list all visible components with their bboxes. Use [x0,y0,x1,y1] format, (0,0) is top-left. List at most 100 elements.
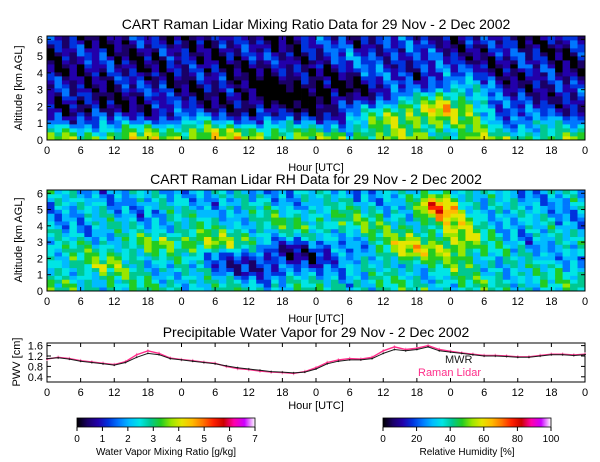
heatmap-cell [129,52,138,57]
heatmap-cell [487,228,496,234]
heatmap-cell [472,76,481,81]
heatmap-cell [465,283,474,288]
heatmap-cell [472,228,481,234]
heatmap-cell [443,80,451,85]
heatmap-cell [450,240,459,245]
heatmap-cell [263,224,272,230]
heatmap-cell [457,197,466,203]
heatmap-cell [457,104,466,109]
heatmap-cell [353,259,362,265]
heatmap-cell [47,64,55,69]
heatmap-cell [174,224,182,230]
heatmap-cell [562,96,571,101]
heatmap-cell [308,213,317,218]
heatmap-cell [151,256,160,261]
heatmap-cell [405,136,414,140]
heatmap-cell [196,209,205,214]
heatmap-cell [495,252,504,257]
heatmap-cell [383,279,392,284]
heatmap-cell [368,201,377,206]
x-tick-label: 12 [108,145,120,157]
heatmap-cell [308,201,317,206]
heatmap-cell [390,224,399,230]
heatmap-cell [330,252,339,257]
heatmap-cell [540,104,549,109]
heatmap-cell [330,267,339,272]
mixing-ratio-xlabel: Hour [UTC] [288,162,344,174]
heatmap-cell [525,36,534,41]
heatmap-cell [353,44,362,49]
heatmap-cell [457,205,466,210]
heatmap-cell [375,124,384,129]
heatmap-cell [532,48,541,53]
heatmap-cell [114,221,123,226]
heatmap-cell [450,44,459,49]
pwv-panel: Precipitable Water Vapor for 29 Nov - 2 … [11,324,588,412]
heatmap-cell [76,60,85,65]
heatmap-cell [256,104,265,109]
heatmap-cell [555,40,563,45]
heatmap-cell [383,116,392,121]
heatmap-cell [510,221,519,226]
heatmap-cell [263,116,272,121]
heatmap-cell [233,267,242,272]
heatmap-cell [480,72,489,77]
heatmap-cell [166,217,175,222]
heatmap-cell [129,259,138,265]
heatmap-cell [106,36,115,41]
heatmap-cell [353,232,362,238]
heatmap-cell [555,132,563,137]
heatmap-cell [480,100,489,105]
pwv-point [337,360,340,363]
heatmap-cell [502,128,511,133]
heatmap-cell [316,197,324,203]
pwv-point [281,371,284,374]
heatmap-cell [368,64,377,69]
heatmap-cell [465,36,474,41]
heatmap-cell [144,132,153,137]
heatmap-cell [136,56,145,61]
heatmap-cell [375,136,384,140]
heatmap-cell [114,271,123,276]
heatmap-cell [248,217,257,222]
heatmap-cell [547,112,556,117]
y-tick-label: 0.8 [28,361,43,373]
heatmap-cell [457,136,466,140]
heatmap-cell [413,96,422,101]
heatmap-cell [383,128,392,133]
heatmap-cell [375,221,384,226]
heatmap-cell [570,217,578,222]
heatmap-cell [443,48,451,53]
heatmap-cell [577,40,585,45]
heatmap-cell [159,259,167,265]
heatmap-cell [487,263,496,269]
heatmap-cell [420,201,429,206]
x-tick-label: 12 [108,296,120,308]
heatmap-cell [555,244,563,249]
heatmap-cell [502,263,511,269]
heatmap-cell [174,236,182,241]
heatmap-cell [69,248,78,253]
heatmap-cell [330,124,339,129]
heatmap-cell [233,275,242,280]
heatmap-cell [196,88,205,93]
heatmap-cell [61,267,70,272]
heatmap-cell [398,275,407,280]
heatmap-cell [450,112,459,117]
heatmap-cell [159,232,167,238]
heatmap-cell [353,205,362,210]
heatmap-cell [435,248,444,253]
heatmap-cell [472,36,481,41]
heatmap-cell [308,263,317,269]
heatmap-cell [99,132,108,137]
heatmap-cell [76,92,85,97]
heatmap-cell [76,244,85,249]
heatmap-cell [443,271,451,276]
heatmap-cell [121,213,130,218]
heatmap-cell [203,224,212,230]
heatmap-cell [278,221,287,226]
heatmap-cell [390,213,399,218]
heatmap-cell [398,68,407,73]
heatmap-cell [330,201,339,206]
heatmap-cell [450,244,459,249]
